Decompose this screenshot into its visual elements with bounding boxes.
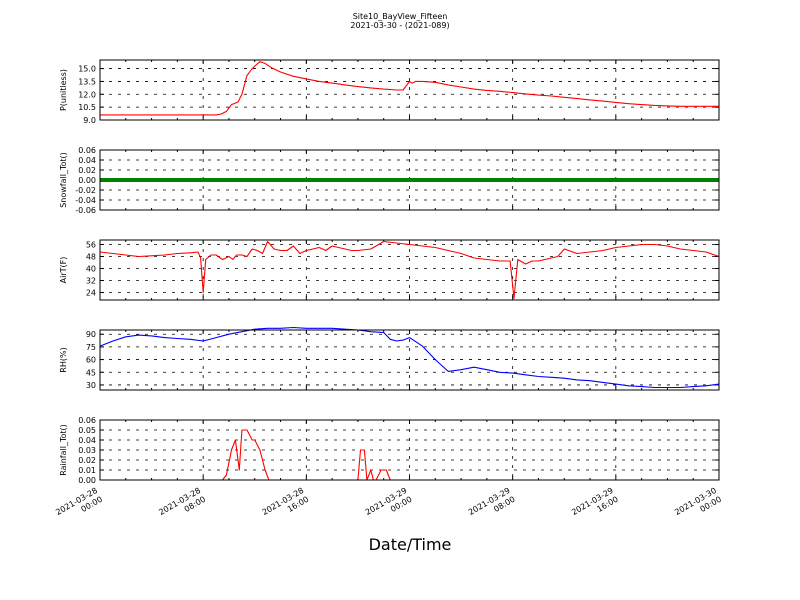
- y-tick-label: 40: [86, 265, 96, 274]
- y-tick-label: 0.04: [78, 156, 96, 165]
- y-axis-label: Rainfall_Tot(): [59, 424, 68, 476]
- series-line-punitless: [100, 61, 719, 116]
- y-tick-label: 10.5: [78, 103, 96, 112]
- y-tick-label: 0.06: [78, 146, 96, 155]
- y-tick-label: 0.04: [78, 436, 96, 445]
- panel-4: 30 45 60 75 90 RH(%): [59, 326, 720, 391]
- panel-frame: [99, 149, 720, 211]
- y-tick-label: 75: [86, 343, 96, 352]
- y-tick-label: 0.02: [78, 166, 96, 175]
- chart-title: Site10_BayView_Fifteen: [353, 12, 448, 21]
- y-tick-label: 0.03: [78, 446, 96, 455]
- y-tick-label: 15.0: [78, 65, 96, 74]
- y-tick-label: 9.0: [83, 116, 96, 125]
- y-tick-label: 0.00: [78, 176, 96, 185]
- series-line-rainfalltot: [100, 429, 719, 481]
- y-axis-label: Snowfall_Tot(): [59, 152, 68, 208]
- y-tick-label: -0.06: [75, 206, 96, 215]
- y-tick-label: 56: [86, 241, 96, 250]
- y-tick-label: 24: [86, 289, 96, 298]
- panel-2: -0.06-0.04-0.020.000.020.040.06 Snowfall_…: [59, 146, 720, 215]
- y-tick-label: 13.5: [78, 77, 96, 86]
- y-tick-label: 12.0: [78, 90, 96, 99]
- series-line-rh: [99, 326, 720, 389]
- panel-frame: [99, 329, 720, 391]
- panel-1: 9.0 10.5 12.0 13.5 15.0 P(unitless): [59, 59, 720, 125]
- y-tick-label: 30: [86, 381, 96, 390]
- panel-frame: [99, 239, 720, 301]
- panels: 9.0 10.5 12.0 13.5 15.0 P(unitless) -0.06-0.04…: [59, 59, 720, 485]
- y-axis-label: P(unitless): [59, 69, 68, 111]
- panel-5: 0.000.010.020.030.040.050.06 Rainfall_Tot…: [59, 416, 720, 485]
- y-tick-label: -0.02: [75, 186, 96, 195]
- panel-frame: [99, 419, 720, 481]
- series-line-airtf: [99, 240, 720, 300]
- y-tick-label: 90: [86, 330, 96, 339]
- panel-frame: [99, 59, 720, 121]
- x-axis-label: Date/Time: [369, 535, 452, 554]
- y-axis-label: AirT(F): [59, 257, 68, 284]
- y-tick-label: 0.05: [78, 426, 96, 435]
- chart-subtitle: 2021-03-30 - (2021-089): [350, 21, 449, 30]
- y-tick-label: 0.06: [78, 416, 96, 425]
- y-axis-label: RH(%): [59, 347, 68, 372]
- y-tick-label: 32: [86, 277, 96, 286]
- y-tick-label: 48: [86, 253, 96, 262]
- y-tick-label: 45: [86, 368, 96, 377]
- y-tick-label: 0.01: [78, 466, 96, 475]
- y-tick-label: 0.00: [78, 476, 96, 485]
- panel-3: 24 32 40 48 56 AirT(F): [59, 239, 720, 301]
- y-tick-label: -0.04: [75, 196, 96, 205]
- y-tick-label: 60: [86, 356, 96, 365]
- y-tick-label: 0.02: [78, 456, 96, 465]
